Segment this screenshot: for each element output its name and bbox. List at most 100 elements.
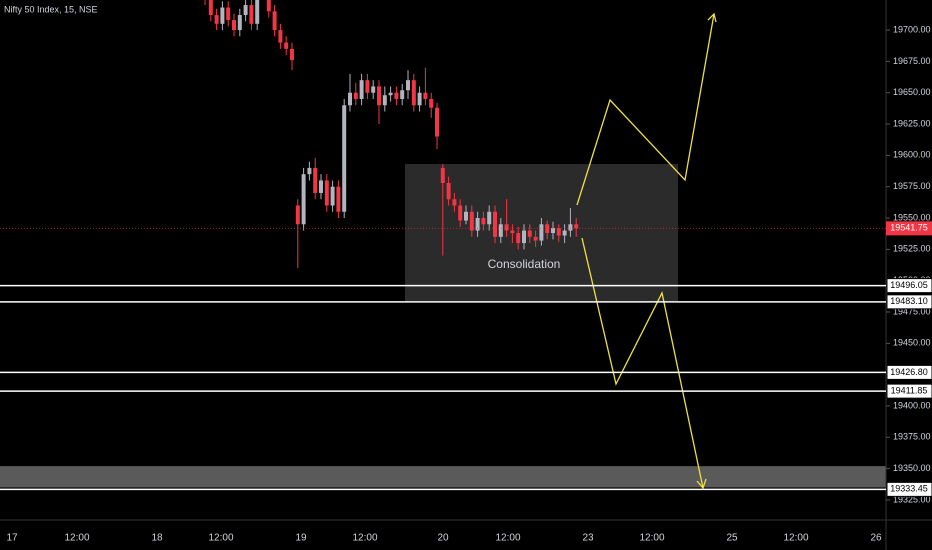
candle-body (284, 42, 289, 49)
y-tick-label: 19575.00 (893, 181, 931, 191)
y-tick-label: 19650.00 (893, 87, 931, 97)
candle-body (353, 92, 358, 99)
level-label: 19333.45 (890, 484, 928, 494)
candle-body (551, 228, 555, 234)
candle-body (359, 80, 364, 99)
candle-body (522, 230, 526, 244)
last-price-label: 19541.75 (890, 223, 928, 233)
candle-body (533, 236, 538, 241)
candle-body (365, 80, 370, 93)
candle-body (429, 98, 434, 108)
candle-body (458, 205, 463, 221)
candle-body (371, 86, 376, 93)
last-price-box (886, 221, 932, 236)
candle-body (516, 233, 521, 244)
y-tick-label: 19475.00 (893, 306, 931, 316)
candle-body (301, 174, 306, 225)
candle-body (475, 218, 480, 231)
candle-body (295, 205, 300, 225)
x-tick-label: 12:00 (783, 533, 808, 544)
level-box (886, 383, 932, 399)
y-tick-label: 19325.00 (893, 494, 931, 504)
x-tick-label: 23 (582, 533, 594, 544)
candle-body (388, 92, 393, 96)
y-tick-label: 19600.00 (893, 150, 931, 160)
level-label: 19426.80 (890, 367, 928, 377)
y-tick-label: 19375.00 (893, 432, 931, 442)
candle-body (394, 92, 399, 99)
candle-body (423, 92, 428, 99)
candle-body (510, 230, 515, 234)
zone (0, 466, 886, 488)
level-box (886, 481, 932, 497)
candle-body (382, 95, 387, 106)
arrow-up (576, 13, 715, 206)
candle-body (406, 80, 410, 91)
candle-body (504, 224, 509, 231)
level-box (886, 364, 932, 380)
candle-body (220, 7, 225, 24)
level-label: 19411.85 (891, 386, 928, 396)
candle-body (539, 224, 544, 241)
candle-body (487, 211, 492, 225)
candle-body (214, 15, 219, 24)
candle-body (568, 224, 573, 231)
candle-body (481, 218, 486, 225)
candle-body (336, 186, 341, 212)
candle-body (313, 167, 318, 193)
x-tick-label: 26 (870, 533, 882, 544)
x-tick-label: 18 (151, 533, 163, 544)
candle-body (255, 0, 260, 24)
candle-body (342, 105, 347, 212)
candle-body (440, 167, 445, 183)
candle-body (527, 230, 532, 237)
y-tick-label: 19350.00 (893, 463, 931, 473)
candle-body (208, 0, 213, 16)
y-tick-label: 19525.00 (893, 244, 931, 254)
chart-title: Nifty 50 Index, 15, NSE (4, 4, 98, 14)
candle-body (243, 5, 248, 16)
candle-body (464, 211, 468, 221)
y-tick-label: 19450.00 (893, 338, 931, 348)
x-tick-label: 25 (726, 533, 738, 544)
x-tick-label: 12:00 (208, 533, 233, 544)
candle-body (574, 224, 579, 229)
candle-body (330, 186, 335, 206)
candle-body (452, 199, 457, 206)
x-tick-label: 12:00 (64, 533, 89, 544)
x-tick-label: 17 (6, 533, 18, 544)
candle-body (319, 180, 323, 193)
x-tick-label: 20 (437, 533, 449, 544)
candle-body (556, 228, 561, 236)
level-box (886, 294, 932, 310)
level-label: 19496.05 (890, 280, 928, 290)
arrow-head (707, 12, 717, 23)
arrow-head (696, 478, 707, 490)
candle-body (290, 48, 294, 61)
candle-body (307, 167, 312, 175)
candle-body (272, 11, 277, 31)
x-tick-label: 19 (295, 533, 307, 544)
y-tick-label: 19550.00 (893, 212, 931, 222)
candle-body (493, 211, 497, 237)
x-tick-label: 12:00 (639, 533, 664, 544)
level-label: 19483.10 (890, 296, 928, 306)
candle-body (324, 180, 329, 206)
candle-body (266, 0, 271, 12)
candle-body (545, 224, 550, 234)
candle-body (232, 20, 236, 31)
annotation: Consolidation (488, 257, 561, 271)
y-tick-label: 19675.00 (893, 56, 931, 66)
x-tick-label: 12:00 (495, 533, 520, 544)
candle-body (377, 86, 381, 106)
candle-body (562, 230, 567, 236)
level-box (886, 278, 932, 294)
candle-body (417, 92, 422, 106)
candle-body (249, 5, 254, 24)
candle-body (278, 30, 283, 43)
candle-body (498, 224, 503, 237)
candle-body (446, 182, 451, 200)
candle-body (226, 7, 231, 21)
candle-body (435, 107, 439, 137)
